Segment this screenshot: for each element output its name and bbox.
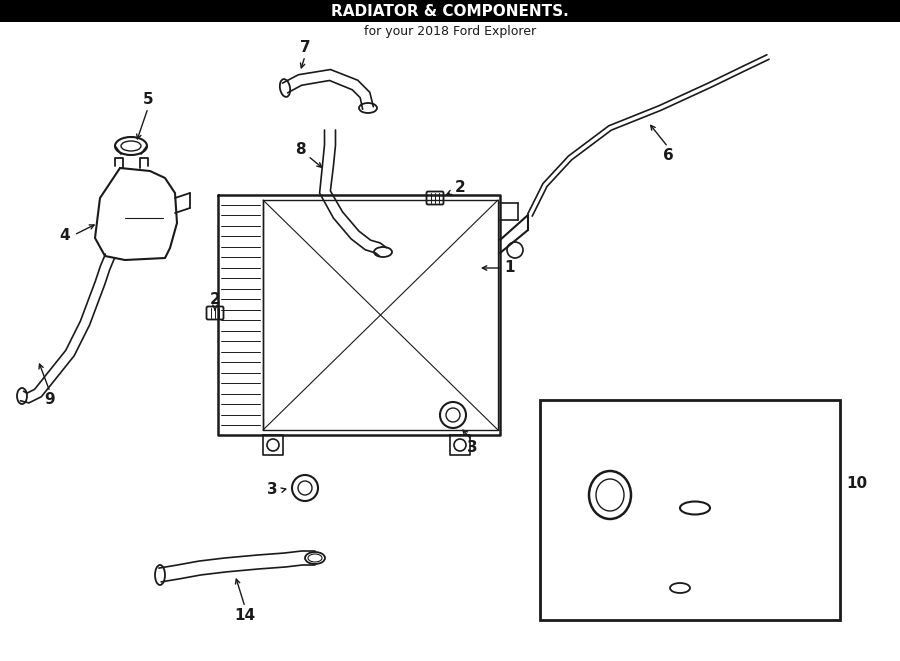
Text: RADIATOR & COMPONENTS.: RADIATOR & COMPONENTS. — [331, 3, 569, 19]
Text: 3: 3 — [266, 483, 277, 498]
Text: 11: 11 — [562, 511, 581, 525]
Text: 3: 3 — [467, 440, 477, 455]
Text: 14: 14 — [234, 607, 256, 623]
Text: for your 2018 Ford Explorer: for your 2018 Ford Explorer — [364, 26, 536, 38]
Bar — [0, 0, 900, 22]
Bar — [540, 400, 840, 620]
Text: 8: 8 — [294, 143, 305, 157]
Text: 2: 2 — [210, 293, 220, 307]
Text: 12: 12 — [645, 561, 665, 575]
Text: 5: 5 — [143, 93, 153, 108]
Text: 10: 10 — [846, 475, 868, 490]
Text: 4: 4 — [59, 227, 70, 243]
Text: 13: 13 — [718, 495, 738, 509]
Text: 6: 6 — [662, 147, 673, 163]
Text: 9: 9 — [45, 393, 55, 407]
Text: 2: 2 — [454, 180, 465, 196]
Text: 1: 1 — [505, 260, 515, 276]
Text: 7: 7 — [300, 40, 310, 56]
